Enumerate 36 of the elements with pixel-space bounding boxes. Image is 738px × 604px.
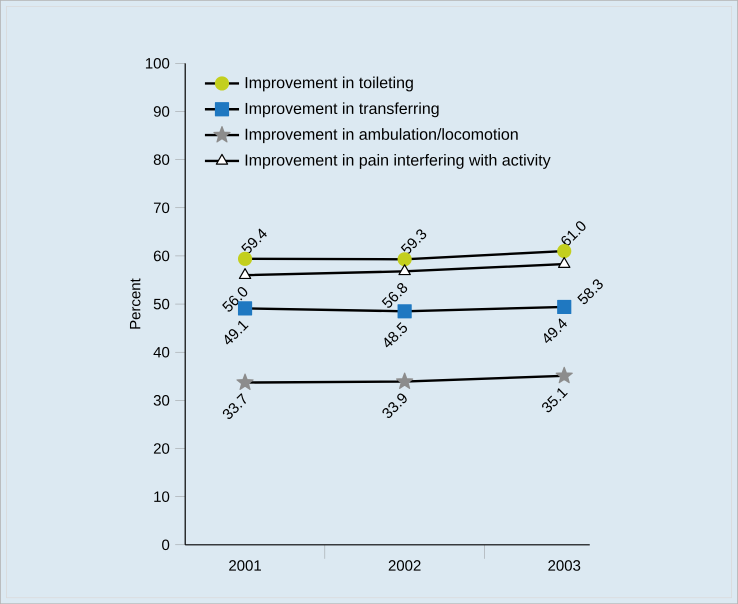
data-label: 56.0	[222, 286, 248, 312]
y-tick-label: 70	[154, 202, 170, 214]
point	[557, 300, 572, 314]
y-tick-label: 10	[154, 491, 170, 502]
point	[238, 268, 252, 279]
data-label: 35.1	[542, 388, 568, 412]
y-tick-label: 40	[153, 346, 170, 358]
y-tick-label: 20	[154, 443, 170, 454]
data-label: 61.0	[562, 221, 586, 246]
y-tick-label: 90	[154, 106, 170, 117]
point	[556, 366, 573, 384]
legend-label: Improvement in transferring	[246, 102, 439, 118]
y-tick-label: 30	[154, 394, 170, 406]
data-label: 33.9	[382, 393, 407, 418]
y-axis-title: Percent	[130, 278, 140, 329]
y-tick-label: 50	[154, 298, 170, 310]
legend-label: Improvement in toileting	[246, 76, 413, 92]
data-label: 49.1	[224, 320, 249, 344]
data-label: 49.4	[544, 318, 567, 343]
y-tick-label: 80	[154, 154, 170, 165]
data-label: 59.4	[241, 228, 267, 254]
point	[558, 256, 570, 268]
y-tick-label: 100	[146, 58, 170, 69]
y-tick-label: 0	[162, 539, 170, 550]
x-tick-label: 2002	[388, 560, 421, 571]
data-label: 56.8	[382, 282, 408, 308]
legend-label: Improvement in ambulation/locomotion	[246, 128, 518, 143]
point	[396, 372, 414, 389]
y-tick-label: 60	[154, 250, 170, 262]
point	[557, 244, 572, 258]
legend-label: Improvement in pain interfering with activity	[246, 154, 551, 169]
x-tick-label: 2001	[229, 560, 261, 571]
x-tick-label: 2003	[548, 560, 580, 571]
data-label: 59.3	[400, 229, 426, 254]
point	[236, 373, 254, 390]
point	[398, 264, 411, 276]
